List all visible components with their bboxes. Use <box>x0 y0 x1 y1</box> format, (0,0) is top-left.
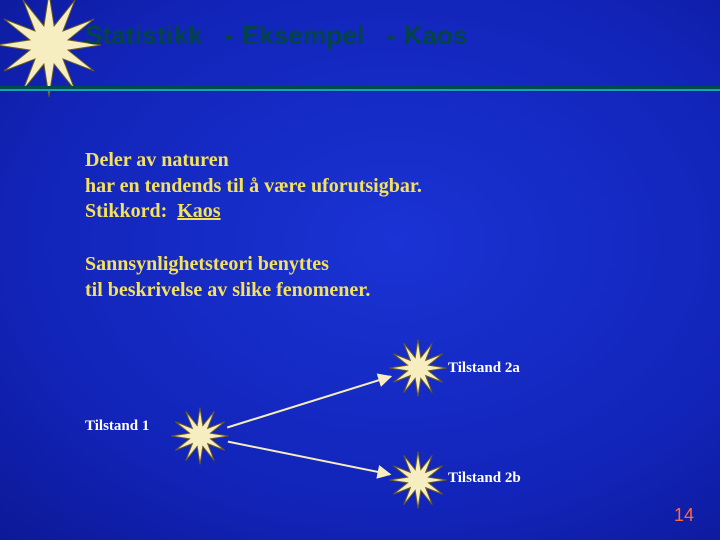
paragraph-1: Deler av naturen har en tendends til å v… <box>85 148 660 225</box>
p1-keyword: Kaos <box>177 200 220 222</box>
state-1-label: Tilstand 1 <box>85 418 149 435</box>
title-part-1: Statistikk <box>85 20 203 51</box>
title-part-3: Kaos <box>403 20 467 51</box>
title-dash-2: - <box>386 20 395 51</box>
state-2b-label: Tilstand 2b <box>448 470 521 487</box>
page-number: 14 <box>674 505 694 526</box>
state-1-star-icon <box>170 406 230 466</box>
state-2a-label: Tilstand 2a <box>448 360 520 377</box>
state-2b-star-icon <box>388 450 448 510</box>
p1-line2: har en tendends til å være uforutsigbar. <box>85 175 422 197</box>
state-2a-star-icon <box>388 338 448 398</box>
slide-title: Statistikk - Eksempel - Kaos <box>85 20 680 51</box>
title-dash-1: - <box>225 20 234 51</box>
p1-kw-label: Stikkord: <box>85 200 167 222</box>
title-part-2: Eksempel <box>241 20 364 51</box>
title-divider <box>0 86 720 92</box>
p1-line1: Deler av naturen <box>85 149 229 171</box>
p2-line2: til beskrivelse av slike fenomener. <box>85 279 370 301</box>
p2-line1: Sannsynlighetsteori benyttes <box>85 253 329 275</box>
slide: Statistikk - Eksempel - Kaos Deler av na… <box>0 0 720 540</box>
paragraph-2: Sannsynlighetsteori benyttes til beskriv… <box>85 252 660 303</box>
